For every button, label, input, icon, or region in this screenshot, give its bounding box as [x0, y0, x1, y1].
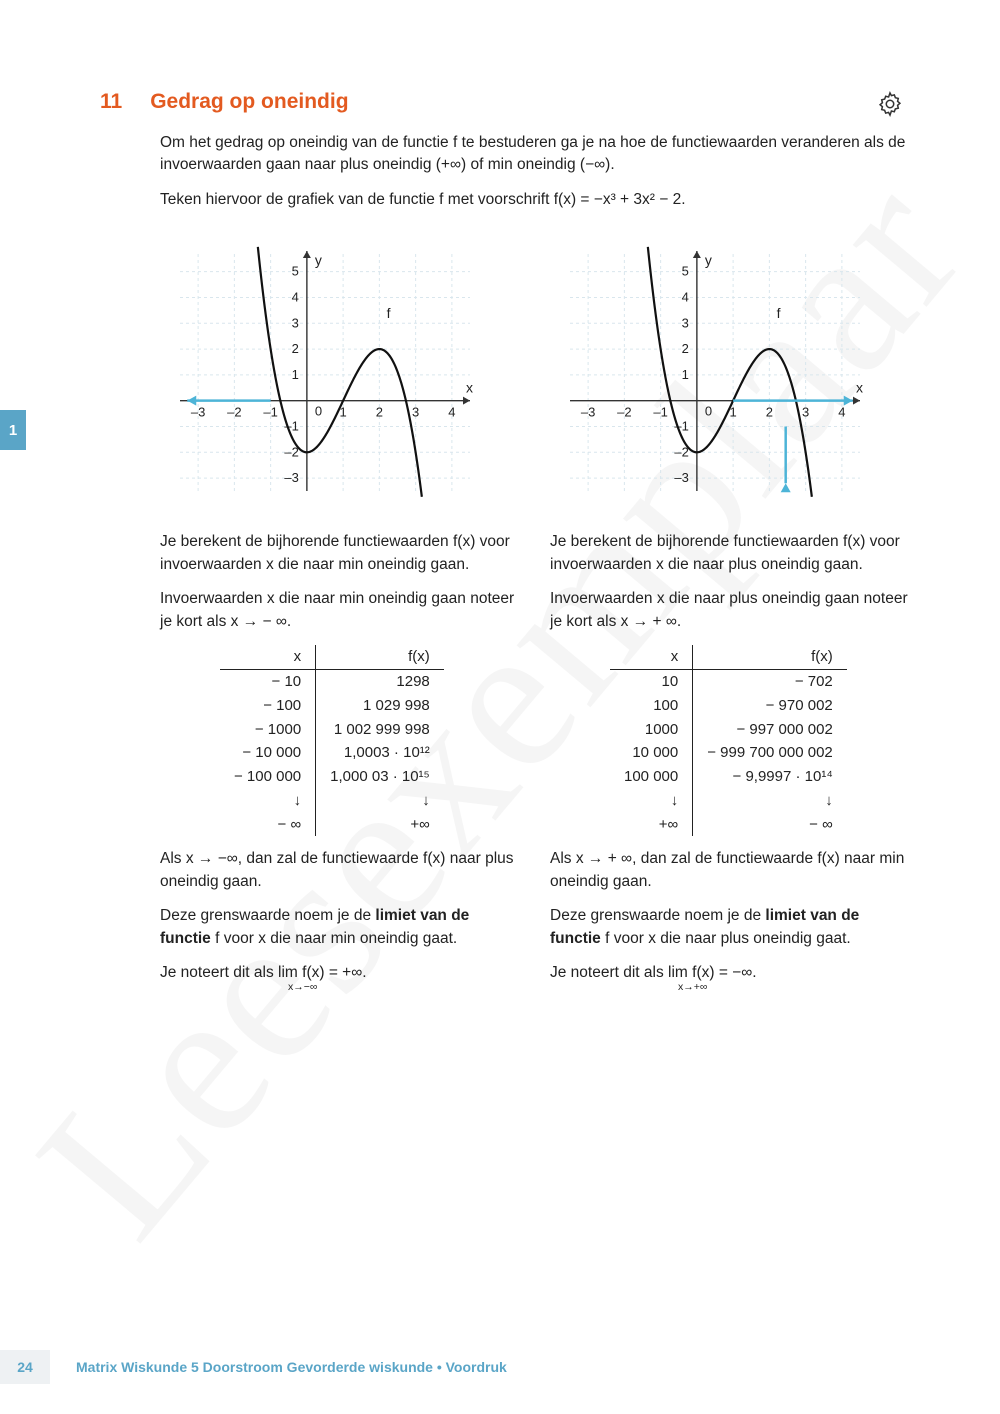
svg-text:–3: –3	[674, 471, 688, 486]
left-text-4: Deze grenswaarde noem je de limiet van d…	[160, 905, 520, 950]
intro-paragraph-1: Om het gedrag op oneindig van de functie…	[160, 132, 910, 177]
graph-left: –3–2–11234–3–2–1123450xyf	[160, 231, 490, 511]
graph-right: –3–2–11234–3–2–1123450xyf	[550, 231, 880, 511]
table-row: − 1001 029 998	[220, 694, 444, 718]
right-column: Je berekent de bijhorende functiewaarden…	[550, 531, 910, 996]
table-row: 100− 970 002	[610, 694, 847, 718]
svg-text:3: 3	[682, 316, 689, 331]
svg-text:–3: –3	[581, 405, 595, 420]
svg-text:4: 4	[448, 405, 455, 420]
svg-text:y: y	[705, 252, 712, 268]
svg-text:2: 2	[292, 341, 299, 356]
table-row: 1000− 997 000 002	[610, 718, 847, 742]
table-row: − ∞+∞	[220, 813, 444, 837]
right-table: xf(x)10− 702100− 970 0021000− 997 000 00…	[610, 645, 910, 836]
svg-text:y: y	[315, 252, 322, 268]
section-heading: 11 Gedrag op oneindig	[100, 90, 910, 114]
svg-text:2: 2	[682, 341, 689, 356]
right-text-2: Invoerwaarden x die naar plus oneindig g…	[550, 588, 910, 633]
svg-text:–2: –2	[617, 405, 631, 420]
table-row: 10− 702	[610, 670, 847, 694]
intro-paragraph-2: Teken hiervoor de grafiek van de functie…	[160, 189, 910, 211]
section-title: Gedrag op oneindig	[150, 90, 348, 114]
svg-text:4: 4	[838, 405, 845, 420]
table-row: − 10001 002 999 998	[220, 718, 444, 742]
svg-text:5: 5	[292, 264, 299, 279]
table-row: − 100 0001,000 03 · 10¹⁵	[220, 765, 444, 789]
svg-text:–3: –3	[284, 471, 298, 486]
right-text-3: Als x → + ∞, dan zal de functiewaarde f(…	[550, 848, 910, 893]
table-row: ↓↓	[220, 789, 444, 813]
svg-text:2: 2	[766, 405, 773, 420]
svg-text:5: 5	[682, 264, 689, 279]
table-row: +∞− ∞	[610, 813, 847, 837]
page-number: 24	[0, 1350, 50, 1384]
table-row: − 101298	[220, 670, 444, 694]
svg-text:–1: –1	[653, 405, 667, 420]
left-text-2: Invoerwaarden x die naar min oneindig ga…	[160, 588, 520, 633]
svg-text:x: x	[466, 380, 473, 396]
page-footer: 24 Matrix Wiskunde 5 Doorstroom Gevorder…	[0, 1350, 507, 1384]
svg-text:–1: –1	[263, 405, 277, 420]
gear-icon	[876, 90, 904, 123]
svg-text:x: x	[856, 380, 863, 396]
left-text-5: Je noteert dit als lim f(x) = +∞. x→−∞	[160, 962, 520, 984]
svg-text:f: f	[777, 306, 781, 322]
left-table: xf(x)− 101298− 1001 029 998− 10001 002 9…	[220, 645, 520, 836]
svg-text:1: 1	[682, 367, 689, 382]
right-text-5: Je noteert dit als lim f(x) = −∞. x→+∞	[550, 962, 910, 984]
footer-text: Matrix Wiskunde 5 Doorstroom Gevorderde …	[76, 1359, 507, 1375]
svg-text:0: 0	[705, 404, 712, 419]
svg-text:f: f	[387, 306, 391, 322]
svg-text:3: 3	[412, 405, 419, 420]
right-text-4: Deze grenswaarde noem je de limiet van d…	[550, 905, 910, 950]
left-text-3: Als x → −∞, dan zal de functiewaarde f(x…	[160, 848, 520, 893]
svg-text:2: 2	[376, 405, 383, 420]
table-row: 10 000− 999 700 000 002	[610, 741, 847, 765]
left-column: Je berekent de bijhorende functiewaarden…	[160, 531, 520, 996]
svg-text:3: 3	[292, 316, 299, 331]
svg-text:1: 1	[292, 367, 299, 382]
svg-text:0: 0	[315, 404, 322, 419]
svg-text:–2: –2	[227, 405, 241, 420]
section-number: 11	[100, 90, 122, 114]
right-text-1: Je berekent de bijhorende functiewaarden…	[550, 531, 910, 576]
left-text-1: Je berekent de bijhorende functiewaarden…	[160, 531, 520, 576]
table-row: 100 000− 9,9997 · 10¹⁴	[610, 765, 847, 789]
graph-row: –3–2–11234–3–2–1123450xyf –3–2–11234–3–2…	[160, 231, 910, 511]
svg-text:4: 4	[292, 290, 299, 305]
table-row: ↓↓	[610, 789, 847, 813]
svg-text:4: 4	[682, 290, 689, 305]
table-row: − 10 0001,0003 · 10¹²	[220, 741, 444, 765]
svg-text:–3: –3	[191, 405, 205, 420]
svg-text:3: 3	[802, 405, 809, 420]
